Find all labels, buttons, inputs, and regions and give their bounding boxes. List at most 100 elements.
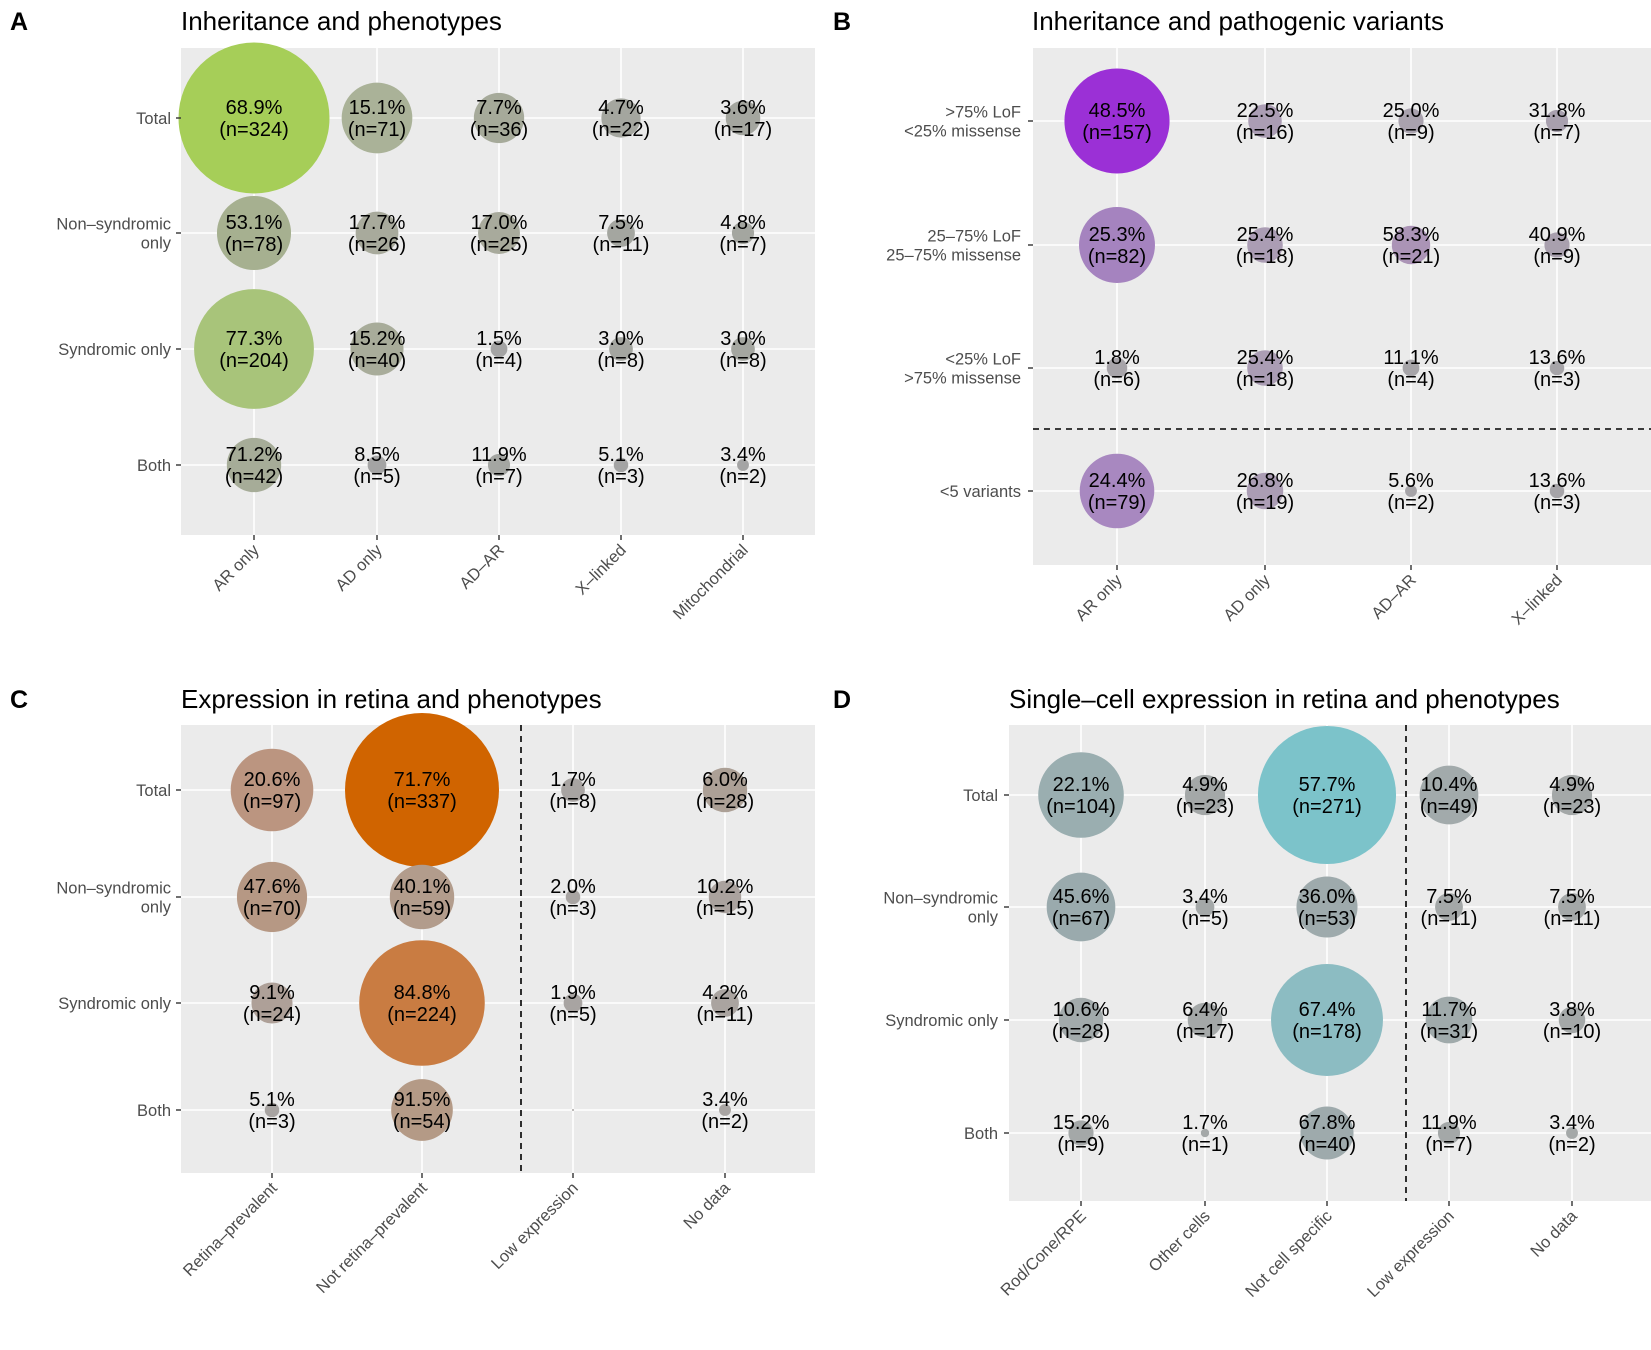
panel-d-pct-label-r0-c2: 57.7% bbox=[1299, 774, 1356, 796]
panel-a-n-label-r1-c0: (n=78) bbox=[225, 234, 283, 256]
panel-d-bubble-r2-c1 bbox=[1187, 1002, 1223, 1038]
panel-d-n-label-r0-c2: (n=271) bbox=[1292, 796, 1362, 818]
panel-c-n-label-r1-c3: (n=15) bbox=[696, 898, 754, 920]
panel-b-pct-label-r3-c2: 5.6% bbox=[1388, 470, 1434, 492]
panel-c-n-label-r2-c2: (n=5) bbox=[549, 1004, 596, 1026]
panel-b-y-tick-label-25-75-lof-25-75-missense: 25–75% LoF 25–75% missense bbox=[886, 228, 1021, 265]
panel-c-pct-label-r0-c2: 1.7% bbox=[550, 769, 596, 791]
panel-a-n-label-r1-c3: (n=11) bbox=[593, 234, 650, 256]
panel-b-bubble-r0-c1 bbox=[1248, 104, 1282, 138]
panel-d-bubble-r0-c0 bbox=[1038, 752, 1124, 838]
panel-d-x-tick-label-not-cell-specific: Not cell specific bbox=[1242, 1207, 1336, 1301]
panel-c-n-label-r1-c2: (n=3) bbox=[549, 898, 596, 920]
panel-a-x-tick-label-x-linked: X–linked bbox=[572, 541, 629, 598]
panel-c-n-label-r0-c0: (n=97) bbox=[243, 791, 301, 813]
panel-d-n-label-r1-c2: (n=53) bbox=[1298, 908, 1356, 930]
panel-a-n-label-r1-c4: (n=7) bbox=[719, 234, 766, 256]
panel-b-bubble-r1-c1 bbox=[1247, 227, 1283, 263]
panel-c-n-label-r3-c1: (n=54) bbox=[393, 1111, 451, 1133]
panel-b-bubble-r1-c2 bbox=[1391, 225, 1431, 265]
panel-b-n-label-r3-c2: (n=2) bbox=[1387, 492, 1434, 514]
panel-a-pct-label-r2-c4: 3.0% bbox=[720, 328, 766, 350]
panel-d-bubble-r2-c3 bbox=[1425, 996, 1473, 1044]
panel-d-n-label-r1-c4: (n=11) bbox=[1544, 908, 1601, 930]
panel-c-pct-label-r1-c0: 47.6% bbox=[244, 876, 301, 898]
panel-a-pct-label-r1-c3: 7.5% bbox=[598, 212, 644, 234]
panel-d-letter: D bbox=[833, 686, 851, 714]
panel-a-n-label-r2-c2: (n=4) bbox=[475, 350, 522, 372]
panel-d-n-label-r0-c1: (n=23) bbox=[1176, 796, 1234, 818]
panel-c-n-label-r0-c2: (n=8) bbox=[549, 791, 596, 813]
panel-a-bubble-r0-c2 bbox=[473, 92, 525, 144]
panel-d-y-tick-label-non-syndromic-only: Non–syndromic only bbox=[883, 890, 998, 927]
panel-d-x-tick-label-low-expression: Low expression bbox=[1364, 1207, 1458, 1301]
panel-b-letter: B bbox=[833, 8, 851, 36]
panel-c-bubble-r1-c2 bbox=[565, 889, 581, 905]
panel-c-y-tick-label-non-syndromic-only: Non–syndromic only bbox=[56, 880, 171, 917]
panel-a-pct-label-r0-c0: 68.9% bbox=[226, 97, 283, 119]
panel-b-title: Inheritance and pathogenic variants bbox=[1032, 6, 1444, 36]
panel-b-pct-label-r1-c2: 58.3% bbox=[1383, 224, 1440, 246]
panel-d-pct-label-r2-c4: 3.8% bbox=[1549, 999, 1595, 1021]
panel-a-bubble-r1-c0 bbox=[216, 195, 292, 271]
panel-a-pct-label-r3-c0: 71.2% bbox=[226, 444, 283, 466]
panel-b-n-label-r1-c1: (n=18) bbox=[1236, 246, 1294, 268]
panel-c-y-tick-label-syndromic-only: Syndromic only bbox=[58, 995, 172, 1013]
panel-c-pct-label-r3-c0: 5.1% bbox=[249, 1089, 295, 1111]
panel-b-n-label-r2-c2: (n=4) bbox=[1387, 369, 1434, 391]
panel-a-pct-label-r0-c2: 7.7% bbox=[476, 97, 522, 119]
panel-d-pct-label-r1-c1: 3.4% bbox=[1182, 886, 1228, 908]
panel-d-y-tick-label-syndromic-only: Syndromic only bbox=[885, 1012, 999, 1030]
panel-d-y-tick-label-total: Total bbox=[963, 787, 998, 805]
panel-d-pct-label-r2-c2: 67.4% bbox=[1299, 999, 1356, 1021]
panel-a-y-tick-label-syndromic-only: Syndromic only bbox=[58, 341, 172, 359]
panel-a-bubble-r3-c1 bbox=[367, 455, 387, 475]
panel-b-n-label-r3-c0: (n=79) bbox=[1088, 492, 1146, 514]
panel-c-bubble-r3-c3 bbox=[719, 1104, 731, 1116]
panel-a-n-label-r3-c3: (n=3) bbox=[597, 466, 644, 488]
panel-a-bubble-r2-c0 bbox=[194, 289, 314, 409]
panel-d-bubble-r2-c4 bbox=[1558, 1006, 1586, 1034]
panel-c-bubble-r1-c0 bbox=[236, 861, 308, 933]
panel-a-n-label-r2-c1: (n=40) bbox=[348, 350, 406, 372]
panel-c-pct-label-r0-c1: 71.7% bbox=[394, 769, 451, 791]
panel-b-n-label-r2-c1: (n=18) bbox=[1236, 369, 1294, 391]
panel-d-pct-label-r3-c1: 1.7% bbox=[1182, 1112, 1228, 1134]
panel-d-bubble-r3-c2 bbox=[1300, 1106, 1354, 1160]
panel-a-n-label-r2-c4: (n=8) bbox=[719, 350, 766, 372]
panel-d-bubble-r2-c2 bbox=[1271, 964, 1383, 1076]
panel-c-bubble-r2-c3 bbox=[711, 989, 739, 1017]
panel-b-bubble-r0-c2 bbox=[1398, 108, 1424, 134]
panel-c-pct-label-r2-c1: 84.8% bbox=[394, 982, 451, 1004]
panel-d-pct-label-r1-c4: 7.5% bbox=[1549, 886, 1595, 908]
panel-a-n-label-r3-c2: (n=7) bbox=[475, 466, 522, 488]
panel-b-pct-label-r2-c3: 13.6% bbox=[1529, 347, 1586, 369]
panel-a-pct-label-r1-c1: 17.7% bbox=[349, 212, 406, 234]
panel-b-n-label-r0-c2: (n=9) bbox=[1387, 122, 1434, 144]
panel-a-n-label-r0-c4: (n=17) bbox=[714, 119, 772, 141]
panel-b-n-label-r0-c1: (n=16) bbox=[1236, 122, 1294, 144]
panel-b-pct-label-r2-c0: 1.8% bbox=[1094, 347, 1140, 369]
panel-a-pct-label-r2-c0: 77.3% bbox=[226, 328, 283, 350]
panel-a-n-label-r0-c1: (n=71) bbox=[348, 119, 406, 141]
panel-a-pct-label-r0-c3: 4.7% bbox=[598, 97, 644, 119]
panel-d-x-tick-label-rod-cone-rpe: Rod/Cone/RPE bbox=[997, 1207, 1089, 1299]
panel-b-bubble-r3-c2 bbox=[1405, 485, 1417, 497]
panel-d-bubble-r1-c4 bbox=[1558, 893, 1586, 921]
panel-d-n-label-r1-c1: (n=5) bbox=[1181, 908, 1228, 930]
panel-d-n-label-r0-c3: (n=49) bbox=[1420, 796, 1478, 818]
panel-c-bubble-r2-c2 bbox=[563, 993, 583, 1013]
panel-a-pct-label-r1-c4: 4.8% bbox=[720, 212, 766, 234]
panel-c-bubble-r1-c1 bbox=[389, 864, 455, 930]
panel-d-n-label-r1-c3: (n=11) bbox=[1421, 908, 1478, 930]
panel-d-bubble-r0-c1 bbox=[1184, 774, 1226, 816]
panel-a-pct-label-r3-c3: 5.1% bbox=[598, 444, 644, 466]
panel-c-pct-label-r0-c0: 20.6% bbox=[244, 769, 301, 791]
panel-b-x-tick-label-ad-only: AD only bbox=[1220, 571, 1274, 625]
panel-a-y-tick-label-both: Both bbox=[137, 457, 171, 475]
panel-b-pct-label-r0-c1: 22.5% bbox=[1237, 100, 1294, 122]
panel-b-pct-label-r0-c2: 25.0% bbox=[1383, 100, 1440, 122]
panel-c-n-label-r0-c1: (n=337) bbox=[387, 791, 457, 813]
panel-b-n-label-r0-c0: (n=157) bbox=[1082, 122, 1152, 144]
panel-c-pct-label-r3-c1: 91.5% bbox=[394, 1089, 451, 1111]
